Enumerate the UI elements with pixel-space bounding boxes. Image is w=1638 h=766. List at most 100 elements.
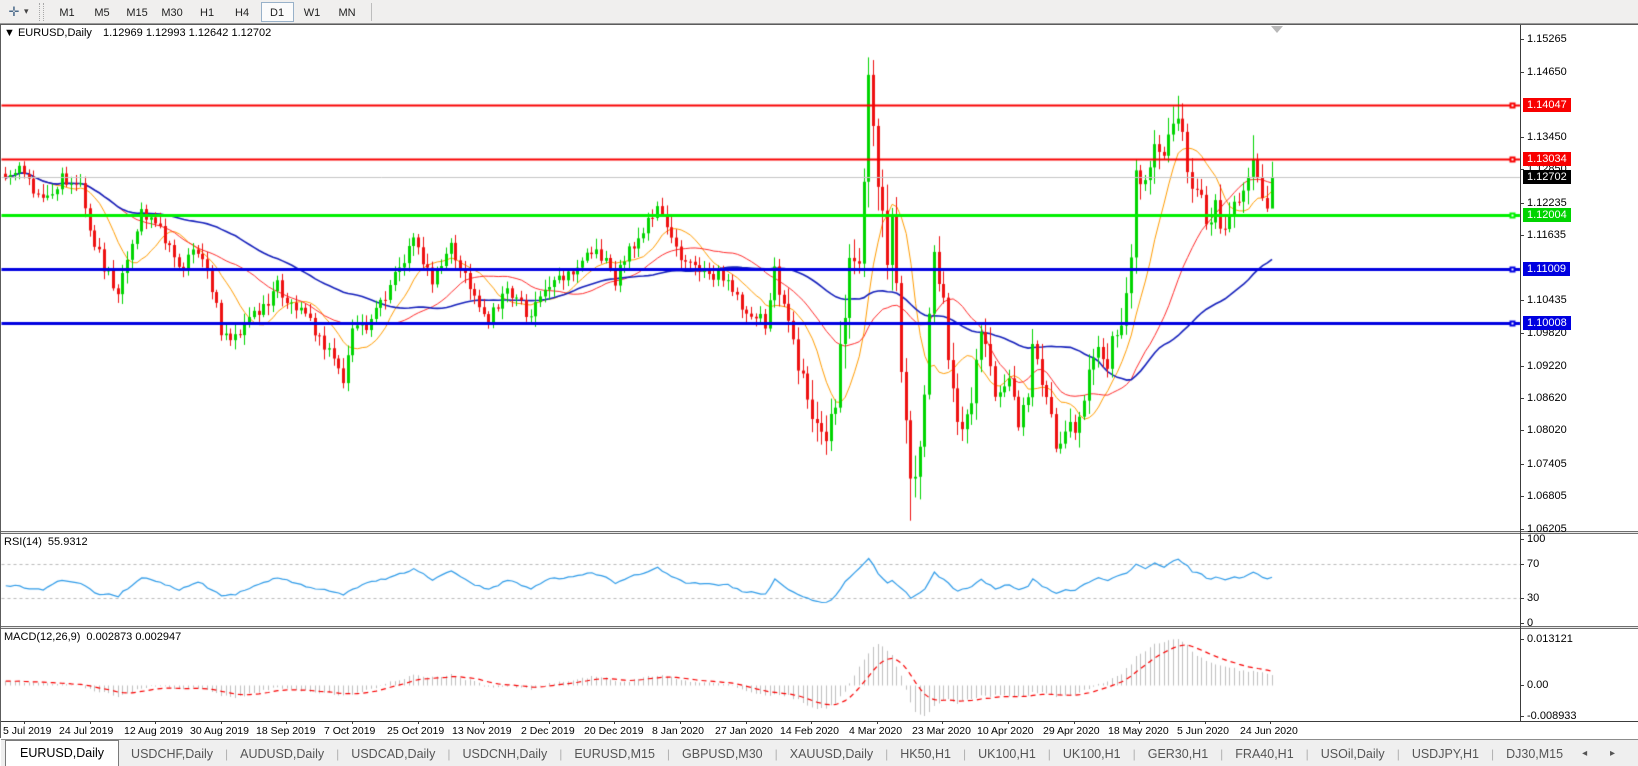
date-tickmark bbox=[1270, 721, 1271, 724]
price-line-label: 1.13034 bbox=[1523, 152, 1571, 166]
timeframe-button-m30[interactable]: M30 bbox=[161, 6, 183, 19]
symbol-tab-usdcad-daily[interactable]: USDCAD,Daily bbox=[351, 747, 436, 761]
price-axis-tick: 1.09220 bbox=[1527, 360, 1567, 372]
symbol-tab-usdjpy-h1[interactable]: USDJPY,H1 bbox=[1411, 747, 1479, 761]
date-tickmark bbox=[90, 721, 91, 724]
date-tickmark bbox=[155, 721, 156, 724]
symbol-tab-usdchf-daily[interactable]: USDCHF,Daily bbox=[131, 747, 213, 761]
axis-tickmark bbox=[1520, 72, 1524, 73]
pane-divider[interactable] bbox=[1, 626, 1638, 629]
tab-separator: | bbox=[885, 747, 889, 761]
timeframe-button-h4[interactable]: H4 bbox=[235, 6, 250, 19]
date-tickmark bbox=[811, 721, 812, 724]
date-label: 25 Oct 2019 bbox=[387, 725, 445, 737]
date-tickmark bbox=[286, 721, 287, 724]
ohlc-low: 1.12642 bbox=[188, 27, 229, 39]
chart-symbol: EURUSD,Daily bbox=[17, 27, 92, 39]
chart-shift-marker[interactable] bbox=[1271, 26, 1283, 33]
date-tickmark bbox=[1205, 721, 1206, 724]
symbol-tab-uk100-h1[interactable]: UK100,H1 bbox=[1062, 747, 1121, 761]
symbol-tab-bar: EURUSD,Daily USDCHF,Daily | AUDUSD,Daily | US… bbox=[1, 739, 1638, 766]
date-tickmark bbox=[24, 721, 25, 724]
tab-separator: | bbox=[1396, 747, 1400, 761]
price-axis-tick: 0.013121 bbox=[1527, 633, 1573, 645]
symbol-tab-gbpusd-m30[interactable]: GBPUSD,M30 bbox=[682, 747, 763, 761]
date-tickmark bbox=[1074, 721, 1075, 724]
tool-dropdown-caret[interactable]: ▾ bbox=[24, 6, 29, 16]
timeframe-button-m1[interactable]: M1 bbox=[59, 6, 75, 19]
chart-title: ▼ EURUSD,Daily 1.12969 1.12993 1.12642 1… bbox=[4, 27, 271, 39]
symbol-tab-eurusd-m15[interactable]: EURUSD,M15 bbox=[574, 747, 655, 761]
rsi-pane: RSI(14) 55.9312 bbox=[1, 534, 1638, 626]
tab-separator: | bbox=[336, 747, 340, 761]
candlestick-chart[interactable] bbox=[1, 25, 1521, 531]
axis-tickmark bbox=[1520, 564, 1524, 565]
date-label: 12 Aug 2019 bbox=[124, 725, 183, 737]
tab-separator: | bbox=[1490, 747, 1495, 761]
date-tickmark bbox=[746, 721, 747, 724]
axis-tickmark bbox=[1520, 529, 1524, 530]
price-axis-tick: 1.07405 bbox=[1527, 458, 1567, 470]
timeframe-button-m5[interactable]: M5 bbox=[94, 6, 110, 19]
price-axis-tick: 1.06205 bbox=[1527, 523, 1567, 535]
timeframe-button-m15[interactable]: M15 bbox=[126, 6, 148, 19]
price-pane: ▼ EURUSD,Daily 1.12969 1.12993 1.12642 1… bbox=[1, 25, 1638, 531]
cursor-tool-icon[interactable]: ✛ bbox=[8, 3, 20, 19]
collapse-marker-icon[interactable]: ▼ bbox=[4, 27, 15, 39]
symbol-tab-uk100-h1[interactable]: UK100,H1 bbox=[978, 747, 1036, 761]
date-label: 18 Sep 2019 bbox=[256, 725, 316, 737]
date-label: 14 Feb 2020 bbox=[780, 725, 839, 737]
axis-tickmark bbox=[1520, 300, 1524, 301]
date-tickmark bbox=[418, 721, 419, 724]
symbol-tab-audusd-daily[interactable]: AUDUSD,Daily bbox=[240, 747, 325, 761]
date-tickmark bbox=[549, 721, 550, 724]
symbol-tab-usdcnh-daily[interactable]: USDCNH,Daily bbox=[462, 747, 548, 761]
timeframe-button-mn[interactable]: MN bbox=[338, 6, 356, 19]
axis-tickmark bbox=[1520, 539, 1524, 540]
date-label: 24 Jul 2019 bbox=[59, 725, 114, 737]
symbol-tab-xauusd-daily[interactable]: XAUUSD,Daily bbox=[789, 747, 874, 761]
price-axis-tick: 30 bbox=[1527, 592, 1540, 604]
symbol-tab-fra40-h1[interactable]: FRA40,H1 bbox=[1235, 747, 1294, 761]
timeframe-button-d1[interactable]: D1 bbox=[260, 1, 294, 22]
price-line-label: 1.11009 bbox=[1523, 262, 1570, 276]
symbol-tab-dj30-m15[interactable]: DJ30,M15 bbox=[1506, 747, 1564, 761]
price-axis-tick: 1.08620 bbox=[1527, 392, 1567, 404]
toolbar-grip[interactable] bbox=[38, 2, 44, 21]
rsi-chart[interactable] bbox=[1, 534, 1521, 626]
pane-divider[interactable] bbox=[1, 531, 1638, 534]
axis-tickmark bbox=[1520, 169, 1524, 170]
tab-separator: | bbox=[774, 747, 778, 761]
date-label: 23 Mar 2020 bbox=[912, 725, 971, 737]
symbol-tab-hk50-h1[interactable]: HK50,H1 bbox=[900, 747, 951, 761]
date-axis: 5 Jul 2019 24 Jul 2019 12 Aug 2019 30 Aug 2… bbox=[1, 721, 1638, 739]
tab-separator: | bbox=[1305, 747, 1309, 761]
price-axis-tick: 1.11635 bbox=[1527, 229, 1566, 241]
tab-scroll-arrows[interactable]: ◂ ▸ bbox=[1582, 748, 1625, 759]
date-label: 27 Jan 2020 bbox=[715, 725, 773, 737]
toolbar-separator bbox=[370, 2, 372, 21]
price-axis-tick: -0.008933 bbox=[1527, 710, 1577, 722]
date-label: 24 Jun 2020 bbox=[1240, 725, 1298, 737]
axis-tickmark bbox=[1520, 39, 1524, 40]
date-tickmark bbox=[352, 721, 353, 724]
date-label: 20 Dec 2019 bbox=[584, 725, 644, 737]
price-axis-tick: 1.14650 bbox=[1527, 66, 1567, 78]
macd-signal-value: 0.002947 bbox=[135, 631, 182, 643]
symbol-tab-eurusd-daily[interactable]: EURUSD,Daily bbox=[5, 740, 120, 766]
date-label: 10 Apr 2020 bbox=[977, 725, 1034, 737]
date-label: 4 Mar 2020 bbox=[849, 725, 903, 737]
price-axis-tick: 1.10435 bbox=[1527, 294, 1567, 306]
tab-separator: | bbox=[1047, 747, 1051, 761]
macd-label: MACD(12,26,9) 0.002873 0.002947 bbox=[4, 631, 181, 643]
symbol-tab-ger30-h1[interactable]: GER30,H1 bbox=[1147, 747, 1209, 761]
axis-tickmark bbox=[1520, 235, 1524, 236]
date-tickmark bbox=[942, 721, 943, 724]
macd-chart[interactable] bbox=[1, 629, 1521, 721]
timeframe-button-w1[interactable]: W1 bbox=[303, 6, 321, 19]
price-axis-tick: 1.13450 bbox=[1527, 131, 1567, 143]
timeframe-toolbar: ✛ ▾ M1 M5 M15 M30 H1 H4 D1 W1 MN bbox=[0, 0, 1638, 24]
timeframe-button-h1[interactable]: H1 bbox=[200, 6, 215, 19]
symbol-tab-usoil-daily[interactable]: USOil,Daily bbox=[1320, 747, 1385, 761]
tab-separator: | bbox=[666, 747, 671, 761]
